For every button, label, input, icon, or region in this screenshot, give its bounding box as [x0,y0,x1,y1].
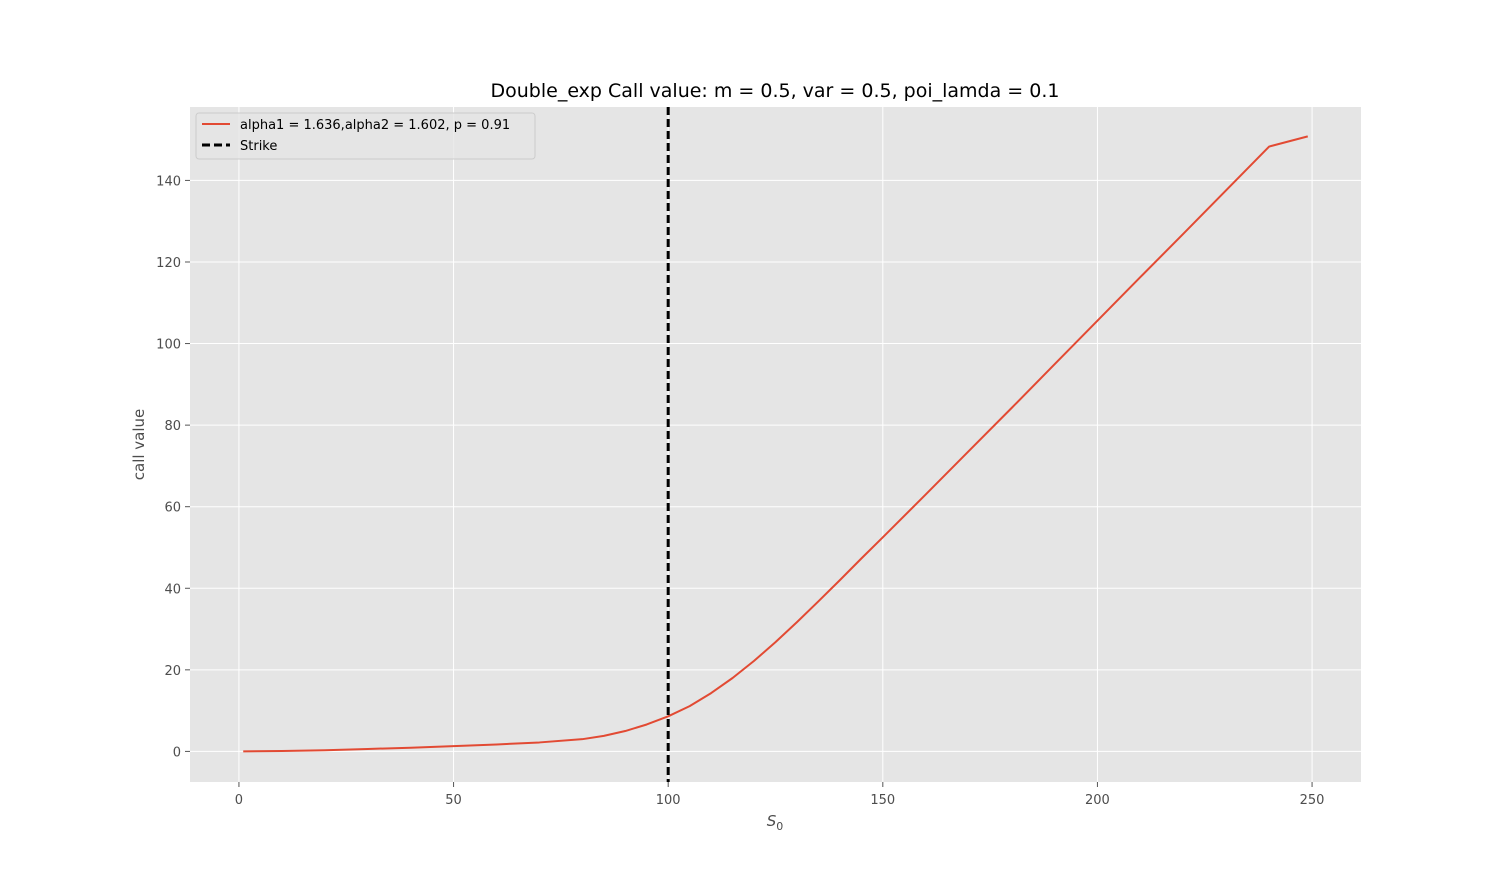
grid [190,107,1361,782]
x-tick-label: 50 [445,793,462,808]
call-value-line [243,135,1309,753]
x-axis-label-main: S [767,812,777,830]
y-tick-label: 40 [164,582,181,597]
legend: alpha1 = 1.636,alpha2 = 1.602, p = 0.91 … [195,112,536,160]
x-tick-label: 0 [235,793,243,808]
y-tick-label: 60 [164,501,181,516]
y-tick-label: 20 [164,664,181,679]
y-tick-label: 80 [164,419,181,434]
x-axis-ticks: 0 50 100 150 200 250 [235,782,1325,808]
y-tick-label: 140 [156,174,181,189]
plot-area [190,107,1361,782]
legend-box [195,112,536,160]
y-tick-label: 120 [156,256,181,271]
series-layer [243,107,1309,782]
x-tick-label: 200 [1085,793,1110,808]
x-axis-label-subscript: 0 [776,820,783,833]
x-axis-label: S0 [767,812,784,833]
x-tick-label: 100 [656,793,681,808]
y-axis-ticks: 0 20 40 60 80 100 120 140 [156,174,190,760]
chart-title: Double_exp Call value: m = 0.5, var = 0.… [491,80,1060,102]
legend-label-series: alpha1 = 1.636,alpha2 = 1.602, p = 0.91 [240,118,510,133]
x-tick-label: 150 [870,793,895,808]
y-tick-label: 0 [173,745,181,760]
y-axis-label: call value [130,409,148,481]
x-tick-label: 250 [1300,793,1325,808]
legend-label-strike: Strike [240,139,277,154]
y-tick-label: 100 [156,338,181,353]
